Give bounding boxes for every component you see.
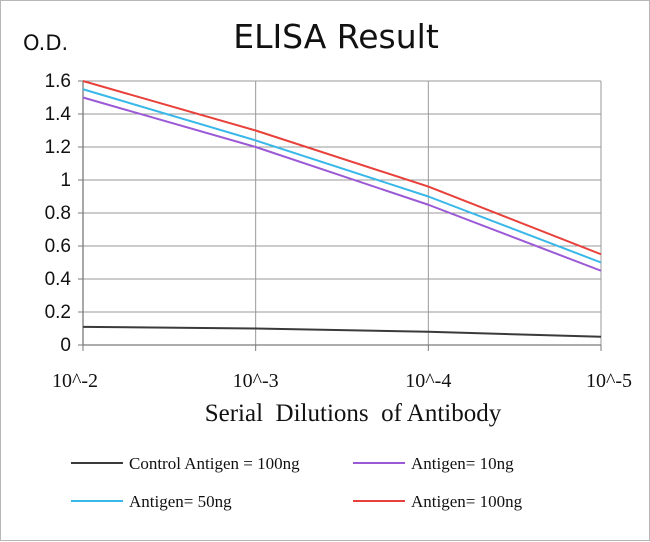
y-tick-label: 0.4 — [45, 269, 72, 290]
series-line — [82, 325, 602, 338]
y-axis-label: O.D. — [23, 31, 68, 55]
y-tick-label: 0.6 — [45, 236, 71, 257]
x-tick-label: 10^-5 — [586, 370, 632, 392]
series-lines — [82, 80, 602, 338]
x-tick-label: 10^-2 — [52, 370, 98, 392]
y-tick-label: 1 — [60, 170, 71, 191]
y-tick-label: 0.8 — [45, 203, 71, 224]
y-tick-label: 1.4 — [45, 104, 72, 125]
y-tick-label: 0.2 — [45, 302, 71, 323]
x-axis-label: Serial Dilutions of Antibody — [205, 400, 502, 427]
legend-label: Antigen= 50ng — [129, 492, 232, 511]
legend-label: Control Antigen = 100ng — [129, 454, 300, 473]
legend-label: Antigen= 10ng — [411, 454, 514, 473]
grid — [78, 80, 602, 351]
x-tick-label: 10^-4 — [405, 370, 451, 392]
series-line — [82, 88, 602, 264]
x-tick-labels: 10^-2 10^-3 10^-4 10^-5 — [52, 370, 632, 392]
legend: Control Antigen = 100ng Antigen= 10ng Anti… — [71, 454, 523, 511]
series-line — [82, 96, 602, 272]
series-line — [82, 80, 602, 256]
y-tick-label: 1.6 — [45, 71, 71, 92]
x-tick-label: 10^-3 — [233, 370, 279, 392]
y-tick-label: 0 — [60, 335, 71, 356]
legend-label: Antigen= 100ng — [411, 492, 523, 511]
chart-title: ELISA Result — [233, 17, 439, 56]
y-tick-label: 1.2 — [45, 137, 71, 158]
y-tick-labels: 1.6 1.4 1.2 1 0.8 0.6 0.4 0.2 0 — [45, 71, 72, 356]
